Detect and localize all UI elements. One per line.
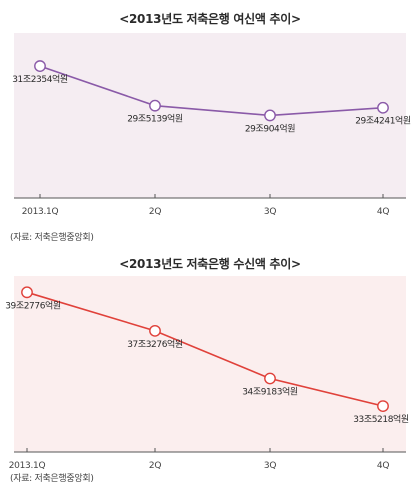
x-tick-label: 4Q: [377, 207, 389, 217]
data-label: 39조2776억원: [5, 299, 61, 311]
x-tick-label: 4Q: [377, 461, 389, 471]
chart-source-loans: (자료: 저축은행중앙회): [10, 233, 94, 243]
series-line: [39, 65, 384, 117]
chart-title-loans: <2013년도 저축은행 여신액 추이>: [119, 12, 301, 26]
chart-source-deposits: (자료: 저축은행중앙회): [10, 474, 94, 484]
data-label: 29조5139억원: [127, 113, 183, 125]
data-point: [377, 400, 389, 412]
data-point: [377, 101, 389, 114]
x-tick-label: 3Q: [264, 207, 276, 217]
chart-title-deposits: <2013년도 저축은행 수신액 추이>: [119, 257, 301, 271]
data-label: 29조904억원: [245, 122, 295, 134]
plot-background: [14, 33, 406, 198]
data-point: [21, 286, 33, 299]
chart-loans-svg: 2013.1Q 2Q 3Q 4Q 31조2354억원 29조5139억원 29조904억원 2…: [12, 33, 411, 217]
data-point: [149, 324, 161, 337]
data-point: [264, 372, 276, 385]
plot-background: [14, 276, 406, 452]
data-label: 34조9183억원: [242, 385, 298, 397]
data-point: [149, 99, 161, 112]
x-tick-label: 2Q: [149, 207, 161, 217]
data-label: 33조5218억원: [353, 413, 409, 425]
data-point: [34, 60, 46, 72]
x-tick-label: 2Q: [149, 461, 161, 471]
data-label: 31조2354억원: [12, 73, 68, 85]
x-tick-label: 3Q: [264, 461, 276, 471]
data-label: 29조4241억원: [355, 115, 411, 127]
data-label: 37조3276억원: [127, 338, 183, 350]
series-line: [26, 291, 384, 407]
x-tick-label: 2013.1Q: [22, 207, 59, 217]
x-tick-label: 2013.1Q: [9, 461, 46, 471]
data-point: [264, 109, 276, 122]
